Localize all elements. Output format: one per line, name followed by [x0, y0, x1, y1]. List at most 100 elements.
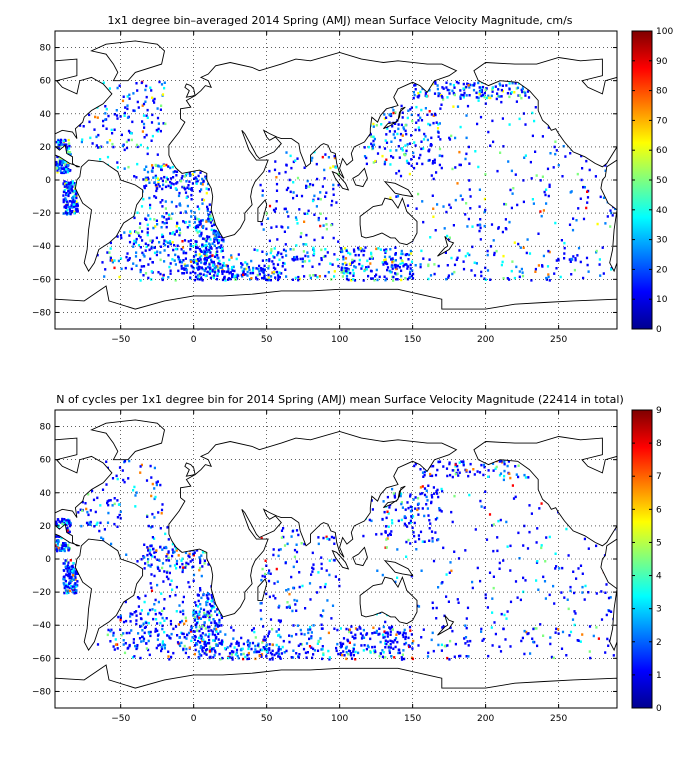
data-cell — [194, 243, 198, 246]
data-cell — [75, 583, 78, 586]
data-cell — [400, 252, 403, 256]
data-cell — [194, 250, 197, 254]
data-cell — [579, 640, 582, 643]
data-cell — [457, 474, 460, 477]
data-cell — [442, 98, 445, 101]
data-cell — [66, 521, 69, 524]
data-cell — [437, 123, 440, 126]
data-cell — [223, 264, 226, 268]
data-cell — [156, 250, 159, 253]
data-cell — [70, 189, 73, 192]
data-cell — [446, 88, 449, 92]
data-cell — [133, 109, 136, 113]
data-cell — [430, 501, 433, 505]
data-cell — [324, 195, 327, 198]
data-cell — [499, 472, 503, 475]
data-cell — [203, 269, 206, 273]
data-cell — [148, 248, 151, 252]
x-tick-label: 150 — [404, 335, 421, 345]
data-cell — [155, 549, 158, 552]
data-cell — [400, 518, 403, 522]
data-cell — [163, 175, 166, 179]
data-cell — [396, 264, 400, 267]
data-cell — [471, 245, 474, 249]
data-cell — [71, 588, 74, 591]
data-cell — [394, 246, 397, 249]
data-cell — [262, 646, 265, 649]
data-cell — [69, 584, 72, 588]
data-cell — [384, 620, 387, 624]
data-cell — [305, 642, 309, 645]
data-cell — [161, 616, 164, 620]
data-cell — [153, 195, 156, 198]
data-cell — [125, 619, 128, 623]
data-cell — [206, 235, 209, 238]
data-cell — [430, 143, 433, 147]
data-cell — [102, 537, 105, 541]
data-cell — [178, 227, 181, 230]
data-cell — [292, 191, 295, 194]
data-cell — [274, 160, 277, 163]
data-cell — [612, 654, 615, 657]
data-cell — [224, 633, 227, 636]
data-cell — [285, 606, 288, 609]
data-cell — [508, 88, 511, 91]
data-cell — [321, 645, 324, 648]
data-cell — [188, 220, 191, 224]
data-cell — [160, 508, 164, 512]
data-cell — [200, 627, 203, 631]
data-cell — [116, 516, 119, 519]
data-cell — [187, 554, 190, 558]
data-cell — [491, 597, 494, 600]
data-cell — [139, 465, 142, 468]
data-cell — [157, 164, 160, 167]
data-cell — [67, 567, 70, 570]
data-cell — [354, 636, 357, 640]
data-cell — [417, 126, 420, 129]
data-cell — [262, 228, 265, 231]
data-cell — [500, 612, 503, 616]
data-cell — [175, 562, 178, 566]
data-cell — [163, 546, 166, 550]
data-cell — [344, 267, 348, 270]
data-cell — [353, 259, 356, 263]
data-cell — [527, 96, 531, 99]
data-cell — [206, 270, 209, 274]
data-cell — [452, 224, 455, 227]
data-cell — [557, 259, 560, 262]
data-cell — [139, 268, 142, 272]
data-cell — [384, 251, 387, 254]
data-cell — [189, 560, 192, 563]
data-cell — [501, 230, 504, 234]
data-cell — [140, 265, 143, 268]
data-cell — [400, 502, 403, 506]
data-cell — [278, 655, 281, 659]
data-cell — [381, 154, 384, 158]
data-cell — [94, 510, 97, 514]
data-cell — [202, 251, 205, 255]
data-cell — [154, 196, 158, 199]
data-cell — [400, 501, 403, 504]
data-cell — [195, 181, 198, 184]
data-cell — [155, 253, 158, 257]
data-cell — [65, 591, 69, 595]
data-cell — [491, 524, 494, 527]
data-cell — [446, 644, 449, 647]
data-cell — [204, 648, 207, 652]
data-cell — [179, 231, 182, 235]
data-cell — [228, 272, 231, 275]
data-cell — [521, 90, 524, 94]
data-cell — [206, 626, 209, 629]
data-cell — [319, 191, 322, 194]
data-cell — [285, 275, 288, 278]
data-cell — [518, 557, 521, 560]
data-cell — [468, 162, 471, 165]
data-cell — [564, 155, 567, 158]
data-cell — [345, 657, 348, 661]
data-cell — [146, 146, 149, 150]
data-cell — [206, 592, 209, 595]
data-cell — [300, 194, 304, 198]
data-cell — [154, 630, 157, 633]
data-cell — [316, 649, 320, 652]
data-cell — [339, 641, 342, 645]
